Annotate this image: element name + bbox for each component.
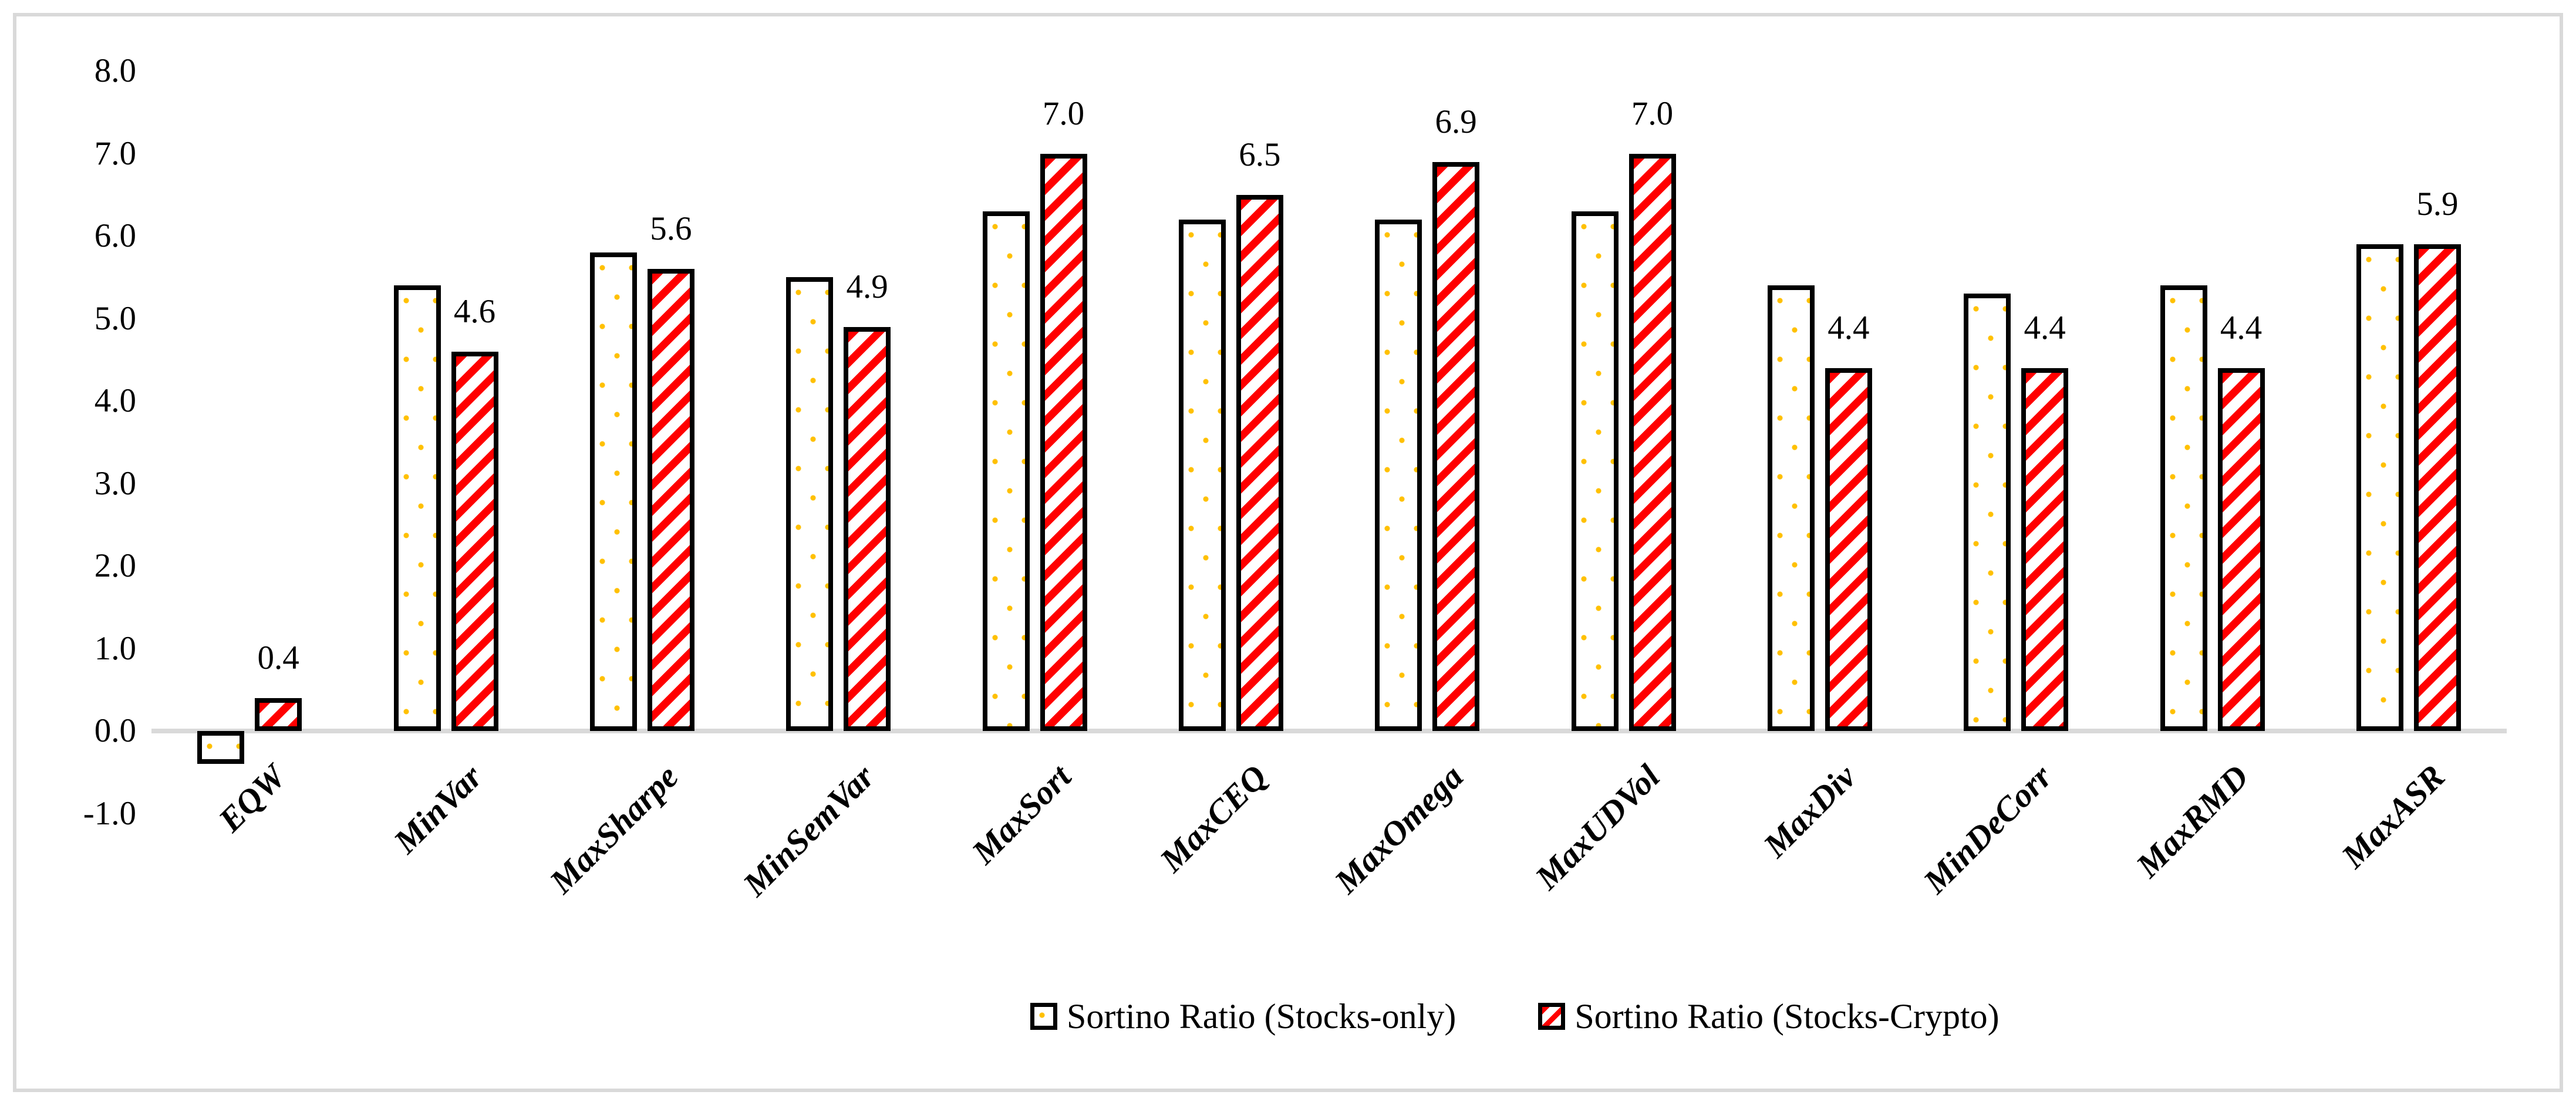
bar-stocks-crypto-EQW (255, 698, 302, 731)
bar-stocks-only-MaxRMD (2160, 285, 2207, 731)
bar-stocks-crypto-MinVar (451, 351, 498, 731)
legend-swatch-stripes-icon (1538, 1003, 1566, 1030)
bar-stocks-only-MaxSharpe (589, 252, 637, 731)
bar-stocks-crypto-MaxRMD (2217, 368, 2265, 731)
y-tick-label: 5.0 (94, 299, 136, 337)
bar-stocks-only-MaxOmega (1375, 219, 1422, 731)
bar-stocks-crypto-MaxASR (2413, 244, 2461, 731)
bar-stocks-only-MaxASR (2356, 244, 2403, 731)
y-tick-label: -1.0 (83, 794, 136, 832)
y-tick-label: 1.0 (94, 629, 136, 667)
x-axis-line (151, 729, 2507, 733)
bar-value-label: 4.4 (1828, 309, 1870, 346)
bar-stocks-only-MaxSort (982, 211, 1030, 731)
bar-stocks-only-MinVar (393, 285, 441, 731)
y-tick-label: 3.0 (94, 464, 136, 502)
bar-stocks-crypto-MinDeCorr (2021, 368, 2069, 731)
y-tick-label: 8.0 (94, 52, 136, 89)
bar-value-label: 4.4 (2024, 309, 2066, 346)
chart-legend: Sortino Ratio (Stocks-only) Sortino Rati… (1030, 998, 2000, 1035)
bar-stocks-crypto-MaxUDVol (1628, 153, 1676, 731)
y-tick-label: 0.0 (94, 712, 136, 749)
legend-swatch-dots-icon (1030, 1003, 1057, 1030)
bar-stocks-only-EQW (197, 731, 245, 764)
bar-stocks-only-MaxDiv (1767, 285, 1815, 731)
bar-stocks-only-MaxUDVol (1571, 211, 1619, 731)
bar-value-label: 4.6 (453, 292, 496, 330)
y-tick-label: 2.0 (94, 547, 136, 584)
bar-value-label: 4.4 (2220, 309, 2263, 346)
bar-value-label: 0.4 (257, 639, 299, 676)
bar-stocks-crypto-MinSemVar (844, 326, 891, 731)
bar-stocks-crypto-MaxCEQ (1236, 194, 1283, 731)
legend-entry-stocks-only: Sortino Ratio (Stocks-only) (1030, 998, 1456, 1035)
y-tick-label: 6.0 (94, 217, 136, 254)
bar-value-label: 4.9 (846, 268, 888, 305)
bar-stocks-only-MinSemVar (786, 277, 834, 731)
bar-value-label: 7.0 (1042, 95, 1085, 132)
bar-value-label: 5.9 (2416, 186, 2459, 223)
legend-label-stocks-crypto: Sortino Ratio (Stocks-Crypto) (1574, 997, 2000, 1036)
bar-stocks-only-MinDeCorr (1964, 294, 2011, 731)
bar-stocks-crypto-MaxOmega (1432, 161, 1480, 731)
legend-label-stocks-only: Sortino Ratio (Stocks-only) (1067, 997, 1456, 1036)
y-tick-label: 7.0 (94, 134, 136, 172)
chart-frame-border (13, 13, 2563, 1092)
y-tick-label: 4.0 (94, 382, 136, 419)
bar-stocks-only-MaxCEQ (1178, 219, 1226, 731)
bar-value-label: 6.9 (1435, 103, 1477, 140)
bar-stocks-crypto-MaxDiv (1825, 368, 1872, 731)
bar-stocks-crypto-MaxSharpe (647, 269, 694, 731)
bar-value-label: 5.6 (650, 210, 692, 248)
bar-value-label: 6.5 (1239, 136, 1281, 173)
legend-entry-stocks-crypto: Sortino Ratio (Stocks-Crypto) (1538, 997, 2000, 1036)
bar-value-label: 7.0 (1631, 95, 1674, 132)
bar-stocks-crypto-MaxSort (1040, 153, 1087, 731)
